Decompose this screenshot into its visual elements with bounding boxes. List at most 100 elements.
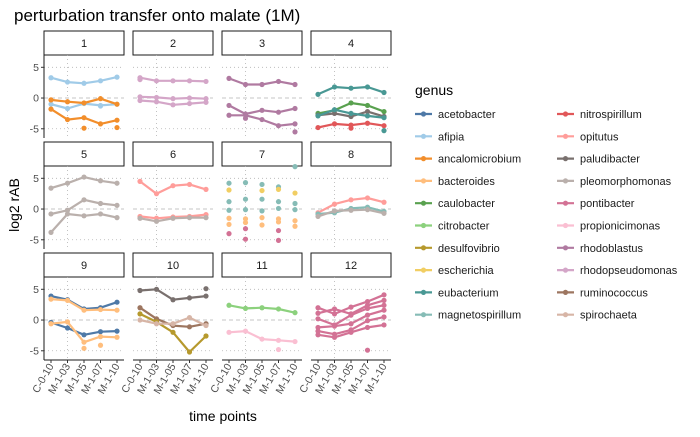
legend-key-point (562, 178, 569, 184)
legend-key-point (420, 200, 427, 206)
data-point-rhodopseudomonas (186, 78, 193, 84)
data-point-eubacterium (364, 84, 371, 90)
legend-label: escherichia (438, 265, 495, 277)
data-point-pontibacter (242, 226, 249, 232)
legend-label: spirochaeta (580, 310, 638, 322)
data-point-paludibacter (364, 108, 371, 115)
facet-panel-8: 8 (310, 141, 392, 249)
data-point-rhodoblastus (226, 112, 232, 118)
data-point-caulobacter (348, 100, 354, 106)
data-point-rhodopseudomonas (203, 96, 209, 102)
y-tick-label: -5 (30, 345, 39, 357)
facet-strip-label: 11 (256, 260, 267, 272)
data-point-ancalomicrobium (81, 115, 87, 121)
data-point-desulfovibrio (137, 311, 143, 317)
legend-key-point (562, 245, 569, 251)
facet-strip (43, 252, 125, 278)
facet-panel-11: 11C-0-10M-1-03M-1-05M-1-07M-1-10 (208, 252, 303, 396)
facet-strip-label: 6 (170, 149, 176, 161)
data-point-eubacterium (315, 113, 321, 119)
legend-label: ancalomicrobium (438, 154, 521, 166)
data-point-pontibacter (315, 310, 321, 316)
data-point-magnetospirillum (292, 164, 298, 170)
data-point-ancalomicrobium (97, 121, 104, 127)
data-point-rhodopseudomonas (137, 97, 143, 104)
data-point-afipia (48, 101, 54, 107)
data-point-desulfovibrio (203, 333, 209, 339)
data-point-bacteroides (292, 218, 298, 224)
data-point-rhodopseudomonas (186, 95, 193, 101)
data-point-pleomorphomonas (81, 197, 87, 203)
data-point-desulfovibrio (170, 329, 176, 335)
data-point-rhodoblastus (275, 109, 282, 115)
data-point-ruminococcus (137, 305, 143, 311)
legend-key-point (420, 178, 427, 184)
data-point-acetobacter (97, 329, 104, 335)
facet-strip (132, 141, 214, 167)
data-point-pontibacter (364, 305, 371, 311)
data-point-magnetospirillum (242, 196, 249, 202)
legend-key-point (420, 245, 427, 251)
legend-label: caulobacter (438, 198, 495, 210)
data-point-paludibacter (331, 110, 338, 117)
facet-panel-2: 2 (132, 30, 214, 138)
data-point-opitutus (331, 201, 338, 207)
data-point-magnetospirillum (259, 181, 265, 188)
data-point-opitutus (170, 183, 176, 189)
legend-item-nitrospirillum: nitrospirillum (557, 109, 642, 121)
data-point-ancalomicrobium (97, 96, 104, 102)
data-point-pleomorphomonas (170, 215, 176, 221)
facet-panel-7: 7 (221, 141, 303, 249)
data-point-citrobacter (259, 305, 265, 311)
data-point-bacteroides (114, 334, 120, 340)
legend-label: rhodoblastus (580, 243, 643, 255)
data-point-nitrospirillum (381, 123, 387, 129)
facet-panel-3: 3 (221, 30, 303, 138)
data-point-propionicimonas (226, 329, 232, 335)
data-point-propionicimonas (275, 346, 282, 353)
data-point-eubacterium (331, 84, 338, 90)
data-point-pleomorphomonas (48, 185, 54, 191)
facet-panel-4: 4 (310, 30, 392, 138)
legend-title: genus (415, 82, 453, 98)
data-point-paludibacter (203, 293, 209, 299)
data-point-opitutus (153, 191, 160, 197)
data-point-rhodopseudomonas (137, 76, 143, 83)
data-point-eubacterium (315, 91, 321, 97)
data-point-pleomorphomonas (315, 213, 321, 220)
legend-item-eubacterium: eubacterium (415, 287, 499, 299)
data-point-pontibacter (381, 307, 387, 313)
data-point-opitutus (364, 195, 371, 201)
y-tick-label: -5 (30, 123, 39, 135)
data-point-paludibacter (186, 295, 193, 301)
data-point-spirochaeta (137, 317, 143, 323)
data-point-eubacterium (381, 115, 387, 121)
data-point-pleomorphomonas (97, 200, 104, 207)
facet-panel-10: 10C-0-10M-1-03M-1-05M-1-07M-1-10 (119, 252, 214, 396)
data-point-magnetospirillum (242, 180, 249, 186)
data-point-bacteroides (48, 296, 54, 302)
data-point-bacteroides (48, 321, 54, 327)
legend-label: rhodopseudomonas (580, 265, 678, 277)
data-point-ancalomicrobium (81, 125, 87, 131)
y-axis-title: log2 rAB (6, 178, 22, 232)
data-point-spirochaeta (203, 322, 209, 329)
chart-title: perturbation transfer onto malate (1M) (14, 6, 300, 25)
legend-label: citrobacter (438, 221, 490, 233)
facet-strip-label: 4 (348, 38, 354, 50)
data-point-pontibacter (348, 312, 354, 318)
data-point-bacteroides (97, 306, 104, 313)
data-point-caulobacter (364, 102, 371, 109)
legend-label: magnetospirillum (438, 310, 521, 322)
data-point-pleomorphomonas (364, 207, 371, 213)
legend-label: nitrospirillum (580, 109, 642, 121)
data-point-pleomorphomonas (64, 207, 71, 213)
data-point-pleomorphomonas (114, 215, 120, 221)
data-point-magnetospirillum (226, 207, 232, 213)
data-point-rhodoblastus (226, 102, 232, 109)
data-point-pontibacter (348, 321, 354, 327)
legend-label: paludibacter (580, 154, 640, 166)
data-point-afipia (81, 80, 87, 86)
data-point-rhodoblastus (259, 107, 265, 113)
data-point-rhodoblastus (292, 81, 298, 88)
